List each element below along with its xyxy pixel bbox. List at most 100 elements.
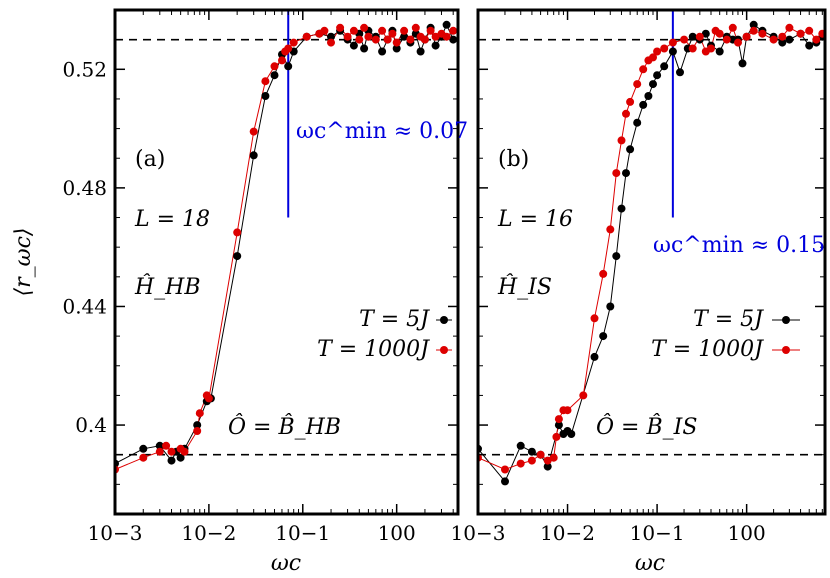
y-tick-label: 0.44 — [62, 294, 107, 318]
data-point — [715, 47, 724, 56]
axis-ticks — [114, 10, 458, 514]
x-axis-label: ωc — [271, 551, 301, 576]
axis-ticks — [477, 10, 825, 514]
plot-frame — [113, 8, 460, 516]
data-point — [343, 32, 352, 41]
data-point — [680, 35, 689, 44]
data-point — [805, 41, 814, 50]
data-point — [193, 421, 202, 430]
data-point — [195, 409, 204, 418]
size-label: L = 18 — [134, 207, 210, 232]
data-point — [302, 32, 311, 41]
legend-label-t5j: T = 5J — [693, 307, 764, 332]
data-point — [554, 415, 563, 424]
y-tick-label: 0.48 — [62, 176, 107, 200]
x-tick-label: 10−2 — [540, 521, 595, 545]
x-tick-label: 10−3 — [88, 521, 143, 545]
data-point — [644, 92, 653, 100]
data-point — [249, 127, 258, 136]
data-point — [284, 62, 293, 71]
data-point — [617, 136, 626, 145]
data-point — [660, 62, 669, 71]
data-point — [431, 41, 440, 50]
data-point — [785, 35, 794, 44]
data-point — [701, 29, 710, 38]
data-point — [180, 447, 189, 456]
data-point — [167, 456, 176, 465]
data-point — [749, 20, 758, 29]
data-point — [371, 35, 380, 44]
data-point — [552, 432, 561, 441]
panel-label: (b) — [498, 147, 529, 172]
omega-min-label: ωc^min ≈ 0.07 — [296, 119, 468, 144]
data-point — [796, 29, 805, 38]
data-point — [320, 26, 329, 35]
legend-label-t1000j: T = 1000J — [317, 337, 430, 362]
size-label: L = 16 — [497, 207, 573, 232]
data-point — [749, 26, 758, 35]
data-point — [639, 65, 648, 74]
data-point — [139, 453, 148, 462]
data-point — [617, 204, 626, 213]
data-point — [289, 38, 298, 47]
data-point — [378, 47, 387, 56]
data-point — [778, 32, 787, 41]
y-tick-label: 0.4 — [75, 413, 107, 437]
data-point — [649, 53, 657, 62]
data-point — [501, 477, 509, 486]
data-point — [139, 444, 148, 453]
data-point — [383, 35, 392, 44]
data-point — [501, 465, 509, 474]
data-point — [442, 32, 451, 41]
data-point — [612, 252, 621, 261]
data-point — [563, 406, 572, 415]
data-point — [155, 447, 164, 456]
data-point — [392, 38, 401, 47]
data-point — [327, 38, 335, 47]
data-point — [579, 391, 588, 400]
data-point — [649, 80, 657, 89]
data-point — [728, 23, 737, 32]
data-point — [516, 441, 525, 450]
panel-b: 10−3 10−2 10−1 100 ωc (b) L = 16 Ĥ_IS Ô = B… — [451, 8, 827, 576]
data-point — [516, 459, 525, 468]
data-point — [167, 447, 176, 456]
hamiltonian-label: Ĥ_HB — [134, 273, 201, 300]
data-point — [411, 23, 420, 32]
data-point — [388, 29, 397, 38]
x-tick-label: 100 — [728, 521, 766, 545]
data-point — [392, 44, 401, 53]
data-point — [599, 269, 608, 278]
legend-label-t5j: T = 5J — [359, 307, 430, 332]
data-point — [449, 26, 458, 35]
data-point — [707, 44, 715, 53]
legend-marker-t5j — [782, 316, 790, 324]
data-point — [778, 38, 787, 47]
data-point — [738, 59, 747, 68]
data-point — [626, 145, 635, 154]
data-point — [400, 26, 409, 35]
legend: T = 5J T = 1000J — [317, 307, 452, 362]
data-point — [543, 456, 552, 465]
x-tick-label: 10−2 — [181, 521, 236, 545]
data-point — [715, 29, 724, 38]
y-axis-label: ⟨r_ωc⟩ — [11, 228, 36, 297]
legend: T = 5J T = 1000J — [651, 307, 800, 362]
data-point — [554, 421, 563, 430]
data-point — [734, 38, 742, 47]
series-lines — [115, 23, 454, 470]
data-point — [676, 68, 684, 77]
data-point — [527, 447, 536, 456]
hamiltonian-label: Ĥ_IS — [497, 273, 552, 300]
data-point — [590, 314, 599, 323]
data-point — [378, 26, 387, 35]
panel-label: (a) — [135, 147, 165, 172]
data-point — [416, 47, 425, 56]
data-point — [599, 332, 608, 341]
data-point — [785, 23, 794, 32]
data-point — [549, 453, 558, 462]
plot-frame — [476, 8, 827, 516]
data-point — [536, 450, 545, 459]
data-point — [406, 35, 415, 44]
